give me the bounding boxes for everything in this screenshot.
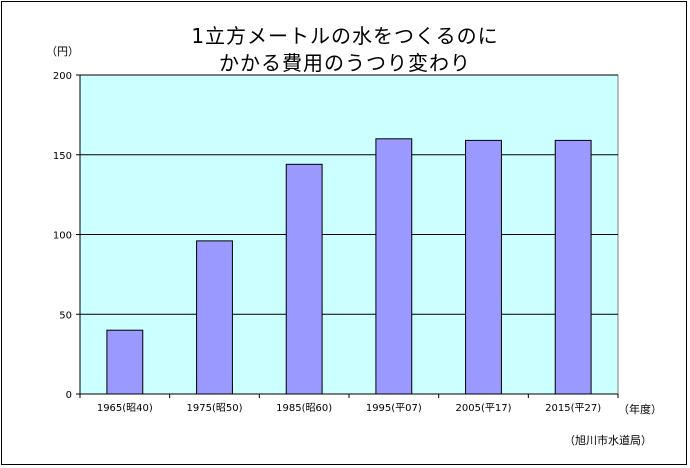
y-axis-unit-label: （円）	[46, 45, 79, 58]
y-tick-label: 150	[53, 151, 72, 162]
source-label: （旭川市水道局）	[564, 434, 652, 447]
bar	[106, 329, 144, 395]
x-axis-unit-label: （年度）	[618, 403, 662, 416]
x-tick-label: 1995(平07)	[366, 403, 422, 414]
chart-title-line-2: かかる費用のうつり変わり	[219, 51, 471, 75]
y-tick-label: 0	[66, 390, 72, 401]
y-tick-label: 200	[53, 71, 72, 82]
x-tick-label: 1985(昭60)	[276, 402, 332, 414]
x-tick-label: 1965(昭40)	[97, 402, 153, 414]
bar	[554, 139, 592, 395]
x-tick-label: 2015(平27)	[545, 403, 601, 414]
bar	[375, 138, 413, 395]
y-tick-label: 100	[53, 231, 72, 242]
bar	[465, 139, 502, 395]
bar	[285, 163, 323, 395]
x-tick-label: 2005(平17)	[456, 403, 512, 414]
bar	[196, 240, 233, 395]
x-tick-label: 1975(昭50)	[187, 402, 243, 414]
chart-title-line-1: 1立方メートルの水をつくるのに	[191, 24, 499, 48]
y-tick-label: 50	[59, 310, 72, 321]
